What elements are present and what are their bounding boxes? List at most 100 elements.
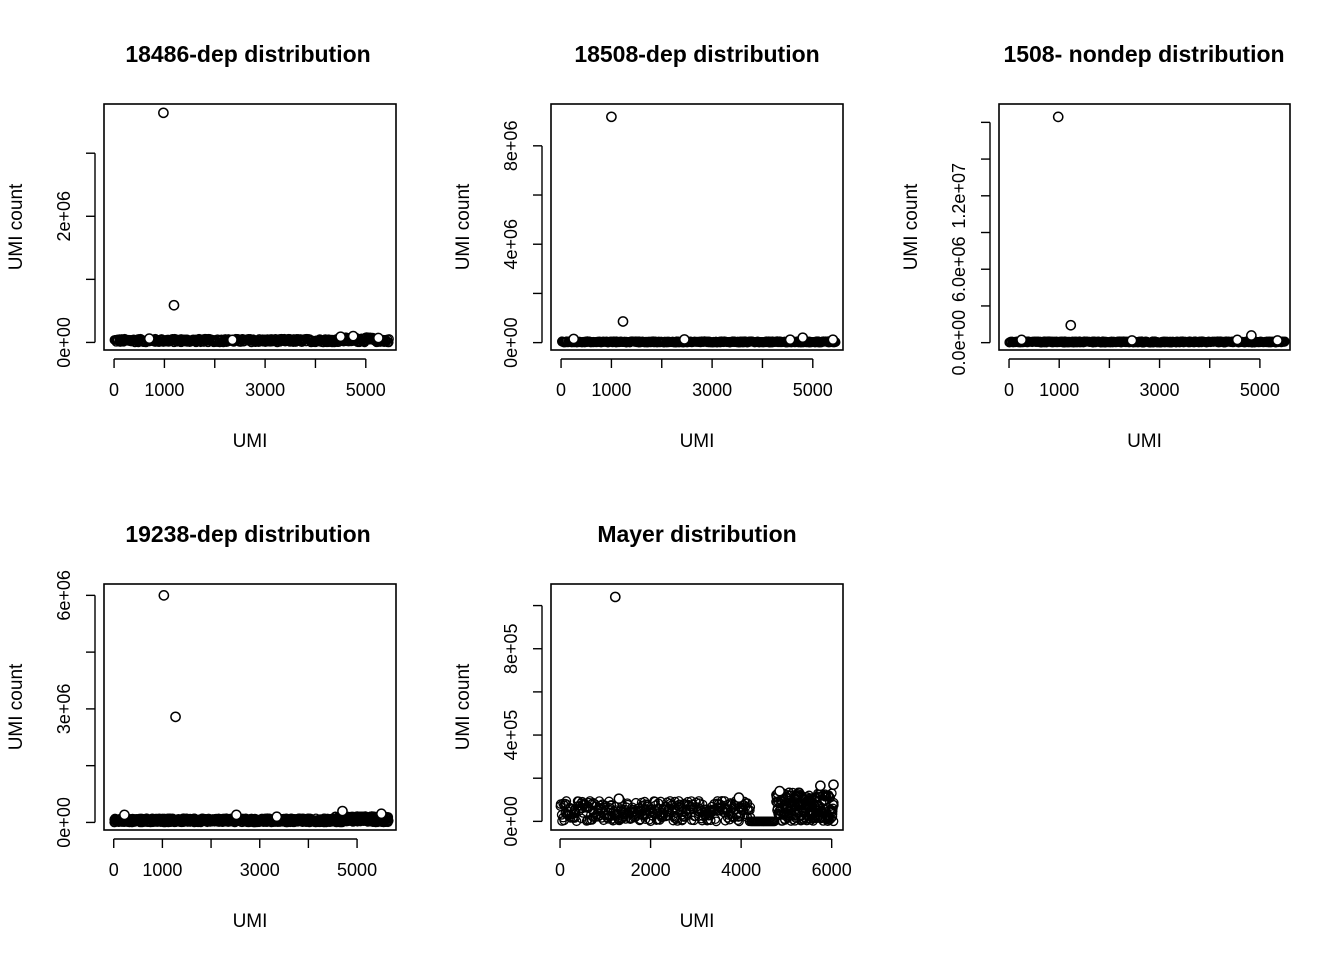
data-points [109, 107, 394, 348]
plot-title: 18486-dep distribution [125, 41, 370, 67]
x-tick-label: 5000 [1240, 380, 1280, 400]
x-tick-label: 6000 [812, 860, 852, 880]
x-tick-label: 0 [1004, 380, 1014, 400]
x-tick-label: 0 [556, 380, 566, 400]
x-tick-label: 3000 [240, 860, 280, 880]
plot-frame [550, 103, 844, 351]
y-tick-label: 0e+00 [54, 317, 74, 368]
data-point [617, 316, 629, 327]
y-tick-label: 0.0e+00 [949, 310, 969, 376]
data-point [373, 332, 384, 344]
data-point [571, 816, 582, 827]
data-point [679, 334, 690, 345]
data-points [109, 590, 394, 828]
plot-panel-5: Mayer distribution 0 2000 4000 6000 UMI 0e+00 4… [453, 521, 852, 932]
plot-title: 1508- nondep distribution [1003, 41, 1284, 67]
data-point [1246, 330, 1257, 341]
x-tick-label: 0 [109, 860, 119, 880]
x-tick-label: 0 [109, 380, 119, 400]
data-points [555, 591, 839, 827]
data-point [744, 805, 755, 816]
plot-panel-4: 19238-dep distribution 0 1000 3000 5000 UMI 0e… [6, 521, 397, 932]
x-axis-label: UMI [680, 911, 715, 932]
y-tick-label: 6e+06 [54, 570, 74, 621]
data-point [784, 334, 796, 346]
data-point [828, 816, 839, 827]
data-point [815, 780, 826, 792]
y-tick-label: 3e+06 [54, 684, 74, 735]
data-point [170, 711, 181, 723]
y-axis: 0e+00 4e+06 8e+06 [501, 121, 543, 368]
data-point [705, 815, 716, 826]
x-tick-label: 5000 [346, 380, 386, 400]
y-tick-label: 6.0e+06 [949, 236, 969, 302]
data-point [734, 816, 744, 827]
x-axis: 0 1000 3000 5000 [556, 358, 833, 400]
data-point [168, 299, 180, 311]
x-tick-label: 3000 [245, 380, 285, 400]
data-point [337, 805, 348, 817]
data-point [158, 590, 170, 601]
plot-panel-3: 1508- nondep distribution 0 1000 3000 5000 UM… [901, 41, 1291, 452]
data-point [1231, 334, 1243, 346]
data-point [119, 809, 130, 821]
data-point [606, 111, 617, 123]
x-tick-label: 2000 [631, 860, 671, 880]
y-tick-label: 8e+05 [501, 623, 521, 674]
data-point [733, 792, 745, 803]
data-point [745, 802, 756, 813]
data-point [335, 331, 346, 343]
data-point [568, 333, 580, 345]
x-axis: 0 1000 3000 5000 [109, 838, 377, 880]
data-point [1065, 319, 1077, 331]
data-point [828, 779, 839, 791]
x-axis: 0 1000 3000 5000 [1004, 358, 1280, 400]
y-tick-label: 4e+05 [501, 710, 521, 761]
y-axis: 0e+00 2e+06 [54, 152, 96, 368]
plot-frame [550, 583, 844, 831]
x-tick-label: 1000 [1039, 380, 1079, 400]
data-point [711, 816, 722, 827]
plot-panel-2: 18508-dep distribution 0 1000 3000 5000 UMI 0e… [453, 41, 844, 452]
plot-title: Mayer distribution [597, 521, 796, 547]
y-tick-label: 2e+06 [54, 191, 74, 242]
y-tick-label: 8e+06 [501, 121, 521, 172]
data-point [1126, 335, 1138, 346]
y-tick-label: 0e+00 [501, 796, 521, 847]
plot-title: 19238-dep distribution [125, 521, 370, 547]
x-tick-label: 3000 [1140, 380, 1180, 400]
data-point [158, 107, 169, 119]
x-tick-label: 1000 [142, 860, 182, 880]
data-point [227, 334, 238, 346]
x-tick-label: 0 [555, 860, 565, 880]
y-axis-label: UMI count [453, 183, 474, 270]
data-point [383, 337, 394, 348]
data-point [820, 804, 831, 815]
data-point [673, 796, 684, 806]
data-point [674, 799, 685, 810]
data-point [271, 811, 283, 823]
data-point [613, 793, 625, 805]
x-axis-label: UMI [233, 431, 268, 452]
data-point [827, 334, 839, 346]
data-point [1052, 111, 1064, 123]
y-tick-label: 4e+06 [501, 219, 521, 270]
data-point [828, 797, 839, 808]
x-tick-label: 1000 [591, 380, 631, 400]
data-point [376, 808, 387, 820]
plot-frame [998, 103, 1291, 351]
data-point [596, 813, 607, 823]
y-axis-label: UMI count [6, 183, 27, 270]
y-axis: 0.0e+00 6.0e+06 1.2e+07 [949, 121, 991, 376]
x-axis-label: UMI [680, 431, 715, 452]
data-point [786, 816, 796, 826]
x-axis: 0 2000 4000 6000 [555, 838, 852, 880]
data-point [797, 332, 809, 344]
y-axis: 0e+00 4e+05 8e+05 [501, 604, 543, 847]
data-point [1272, 335, 1283, 346]
x-tick-label: 4000 [721, 860, 761, 880]
y-axis-label: UMI count [901, 183, 922, 270]
data-points [1004, 111, 1290, 348]
x-tick-label: 1000 [144, 380, 184, 400]
